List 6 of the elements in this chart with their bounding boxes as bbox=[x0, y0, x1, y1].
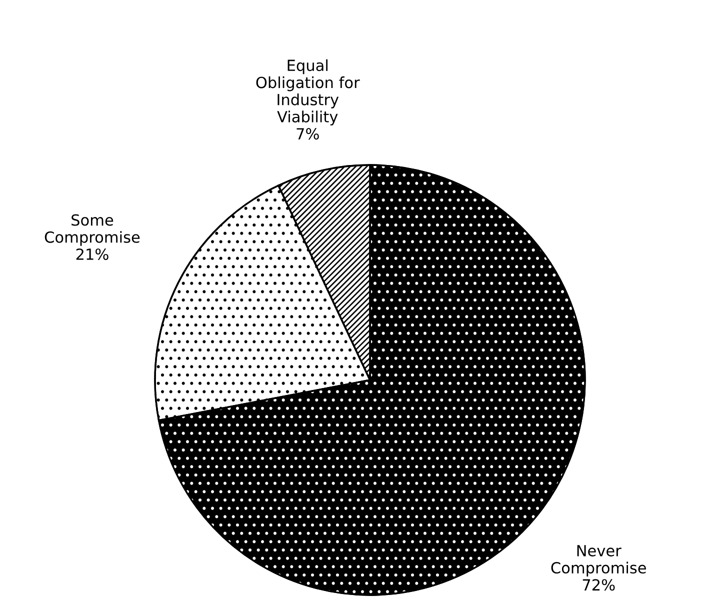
slice-label: Equal Obligation for Industry Viability bbox=[256, 59, 360, 126]
data-label: 7% bbox=[296, 128, 319, 140]
data-label: 21% bbox=[76, 248, 108, 260]
data-label: 72% bbox=[582, 579, 615, 591]
slice-label: Never Compromise bbox=[551, 545, 646, 577]
slice-label: Some Compromise bbox=[44, 214, 140, 246]
